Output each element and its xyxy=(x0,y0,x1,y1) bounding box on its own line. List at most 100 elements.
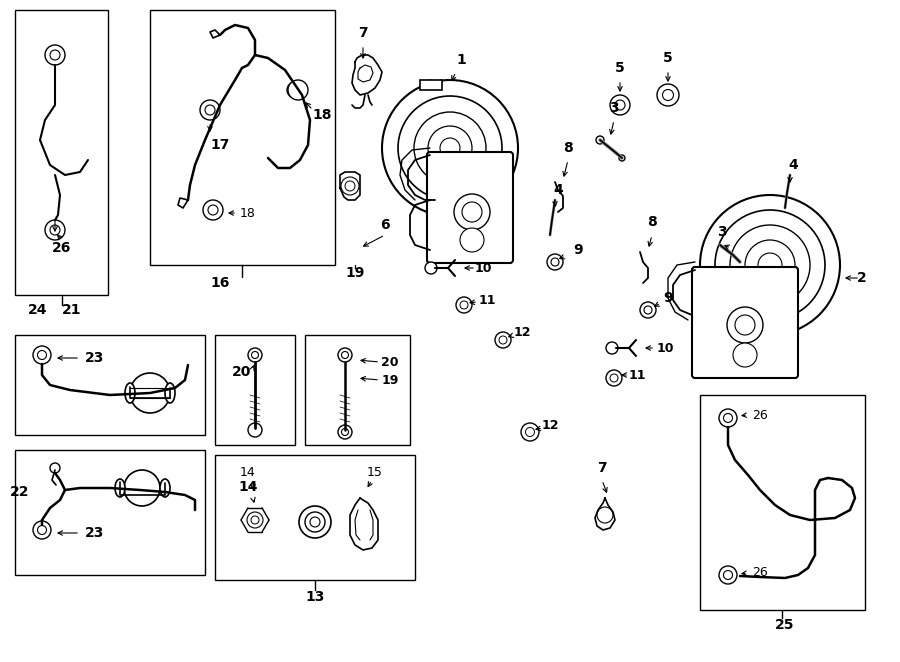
Ellipse shape xyxy=(115,479,125,497)
Text: 26: 26 xyxy=(752,567,768,579)
Text: 23: 23 xyxy=(86,526,104,540)
Circle shape xyxy=(596,136,604,144)
Text: 26: 26 xyxy=(752,408,768,422)
Circle shape xyxy=(521,423,539,441)
Text: 8: 8 xyxy=(647,215,657,229)
Circle shape xyxy=(288,80,308,100)
Text: 23: 23 xyxy=(86,351,104,365)
Text: 1: 1 xyxy=(456,53,466,67)
Circle shape xyxy=(38,350,47,359)
Circle shape xyxy=(456,297,472,313)
Circle shape xyxy=(200,100,220,120)
Text: 8: 8 xyxy=(563,141,573,155)
Text: 12: 12 xyxy=(513,326,531,338)
Text: 6: 6 xyxy=(380,218,390,232)
Circle shape xyxy=(700,195,840,335)
Circle shape xyxy=(299,506,331,538)
Circle shape xyxy=(287,82,303,98)
Text: 13: 13 xyxy=(305,590,325,604)
Circle shape xyxy=(338,425,352,439)
Text: 11: 11 xyxy=(628,369,646,381)
Circle shape xyxy=(547,254,563,270)
Circle shape xyxy=(382,80,518,216)
Text: 26: 26 xyxy=(52,241,72,255)
Circle shape xyxy=(727,307,763,343)
Circle shape xyxy=(644,306,652,314)
Circle shape xyxy=(526,428,535,436)
Bar xyxy=(15,10,108,295)
Circle shape xyxy=(398,96,502,200)
Circle shape xyxy=(203,200,223,220)
FancyBboxPatch shape xyxy=(427,152,513,263)
Circle shape xyxy=(291,86,299,94)
Text: 18: 18 xyxy=(240,207,256,220)
Circle shape xyxy=(251,352,258,359)
Circle shape xyxy=(460,301,468,309)
Circle shape xyxy=(610,95,630,115)
Bar xyxy=(15,450,205,575)
Text: 3: 3 xyxy=(609,101,619,115)
Circle shape xyxy=(551,258,559,266)
Text: 12: 12 xyxy=(541,418,559,432)
Text: 4: 4 xyxy=(554,183,562,197)
Circle shape xyxy=(50,463,60,473)
Bar xyxy=(150,10,335,265)
Circle shape xyxy=(662,89,673,101)
Circle shape xyxy=(640,302,656,318)
Bar xyxy=(420,80,442,90)
Text: 9: 9 xyxy=(573,243,583,257)
Circle shape xyxy=(208,205,218,215)
Circle shape xyxy=(130,373,170,413)
Circle shape xyxy=(38,526,47,534)
Circle shape xyxy=(248,348,262,362)
Circle shape xyxy=(33,521,51,539)
Circle shape xyxy=(495,332,511,348)
Circle shape xyxy=(715,210,825,320)
Circle shape xyxy=(341,177,359,195)
Circle shape xyxy=(735,315,755,335)
Circle shape xyxy=(124,470,160,506)
Circle shape xyxy=(425,262,437,274)
Circle shape xyxy=(499,336,507,344)
Circle shape xyxy=(733,343,757,367)
Circle shape xyxy=(730,225,810,305)
Text: 5: 5 xyxy=(615,61,625,75)
Text: 19: 19 xyxy=(382,373,399,387)
Text: 18: 18 xyxy=(312,108,332,122)
Circle shape xyxy=(45,220,65,240)
Circle shape xyxy=(248,423,262,437)
Text: 21: 21 xyxy=(62,303,82,317)
Circle shape xyxy=(719,566,737,584)
Ellipse shape xyxy=(160,479,170,497)
Text: 3: 3 xyxy=(717,225,727,239)
Circle shape xyxy=(33,346,51,364)
Circle shape xyxy=(341,428,348,436)
Bar xyxy=(305,335,410,445)
Circle shape xyxy=(251,516,259,524)
Circle shape xyxy=(205,105,215,115)
Text: 2: 2 xyxy=(857,271,867,285)
Bar xyxy=(215,455,415,580)
Bar xyxy=(700,395,865,610)
Text: 5: 5 xyxy=(663,51,673,65)
Text: 14: 14 xyxy=(240,465,256,479)
Text: 17: 17 xyxy=(211,138,230,152)
Circle shape xyxy=(305,512,325,532)
Circle shape xyxy=(724,414,733,422)
Text: 22: 22 xyxy=(10,485,30,499)
Circle shape xyxy=(606,370,622,386)
Text: 10: 10 xyxy=(474,261,491,275)
Circle shape xyxy=(345,181,355,191)
Circle shape xyxy=(724,571,733,579)
Text: 7: 7 xyxy=(358,26,368,40)
Ellipse shape xyxy=(125,383,135,403)
Text: 9: 9 xyxy=(663,291,673,305)
Text: 10: 10 xyxy=(656,342,674,354)
Circle shape xyxy=(428,126,472,170)
Circle shape xyxy=(414,112,486,184)
Text: 4: 4 xyxy=(788,158,798,172)
Text: 7: 7 xyxy=(598,461,607,475)
Circle shape xyxy=(454,194,490,230)
Text: 20: 20 xyxy=(232,365,252,379)
Circle shape xyxy=(440,138,460,158)
